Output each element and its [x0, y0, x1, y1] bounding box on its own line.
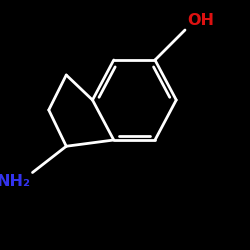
Text: NH₂: NH₂	[0, 174, 30, 190]
Text: OH: OH	[188, 13, 214, 28]
